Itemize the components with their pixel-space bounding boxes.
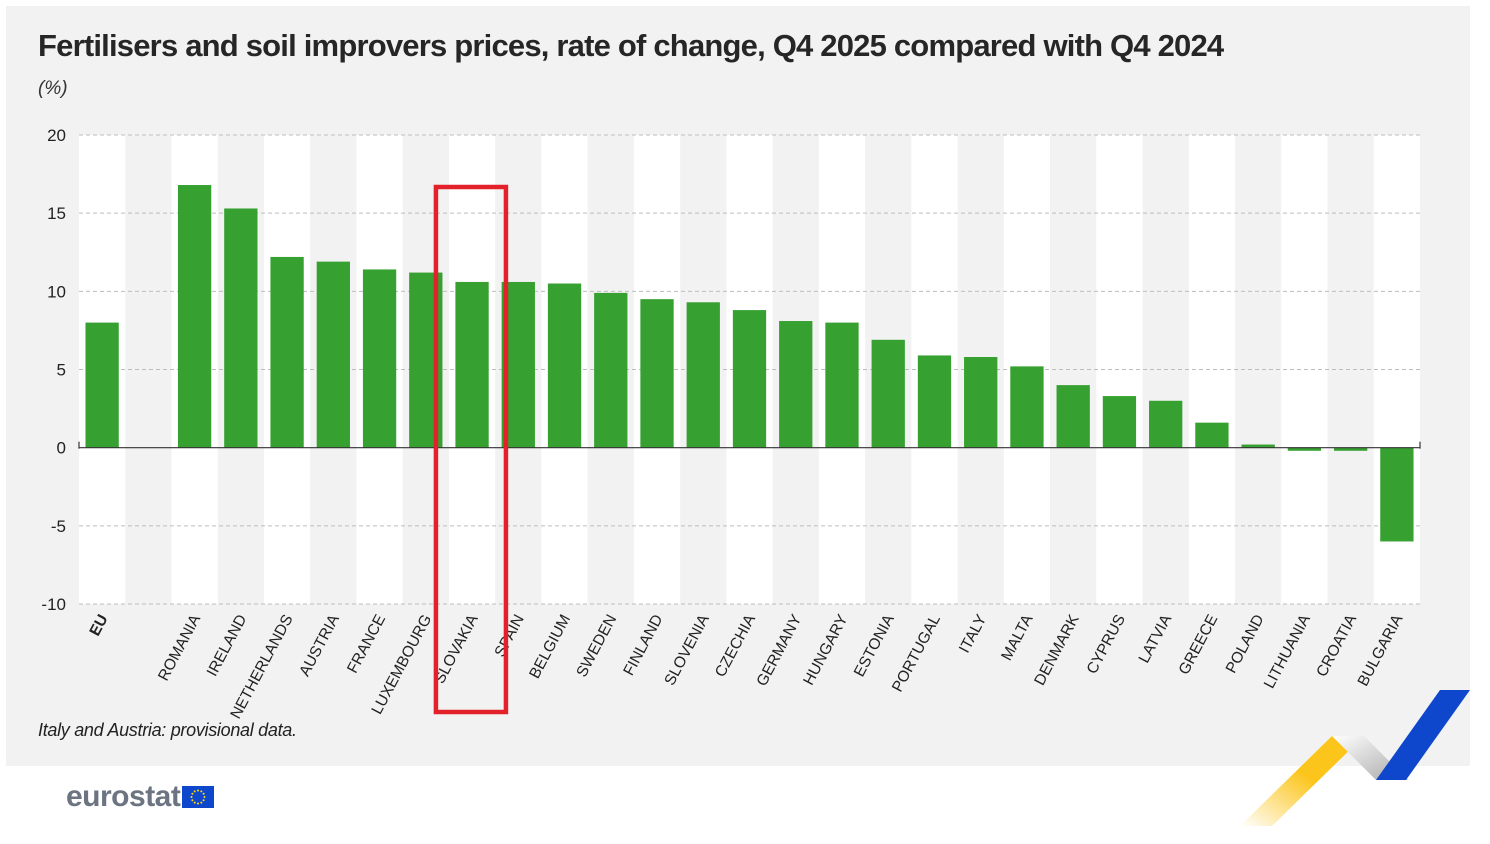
bar bbox=[316, 261, 350, 448]
x-category-label: HUNGARY bbox=[800, 612, 851, 688]
bar bbox=[177, 185, 212, 448]
bar bbox=[270, 256, 304, 448]
bar bbox=[1056, 385, 1090, 448]
x-category-label: CROATIA bbox=[1313, 611, 1360, 679]
x-category-label: ROMANIA bbox=[155, 611, 204, 683]
bar bbox=[686, 302, 720, 448]
bar bbox=[455, 281, 489, 448]
x-category-label: IRELAND bbox=[204, 612, 251, 679]
x-category-label: AUSTRIA bbox=[296, 611, 343, 679]
x-category-label: LITHUANIA bbox=[1261, 611, 1314, 691]
y-tick-label: 5 bbox=[57, 361, 66, 380]
x-category-label: CZECHIA bbox=[712, 611, 759, 680]
y-axis-unit-label: (%) bbox=[38, 78, 68, 99]
highlight-box bbox=[433, 184, 509, 715]
x-category-label: FINLAND bbox=[620, 612, 666, 679]
bar bbox=[1010, 366, 1044, 448]
x-category-label: DENMARK bbox=[1031, 611, 1083, 688]
eurostat-logo: eurostat bbox=[66, 780, 215, 814]
bar bbox=[917, 355, 952, 448]
x-category-label: SLOVAKIA bbox=[431, 611, 482, 686]
bar bbox=[732, 310, 767, 448]
brand-stripes-decoration bbox=[1240, 690, 1470, 826]
bar bbox=[224, 208, 258, 448]
x-category-label: SWEDEN bbox=[573, 612, 620, 680]
blue-stripe bbox=[1376, 690, 1470, 780]
x-category-label: LATVIA bbox=[1136, 611, 1176, 666]
x-category-label: EU bbox=[87, 612, 112, 639]
y-tick-label: -10 bbox=[41, 595, 66, 614]
bar bbox=[1380, 447, 1414, 542]
chart-title: Fertilisers and soil improvers prices, r… bbox=[38, 28, 1224, 63]
footnote: Italy and Austria: provisional data. bbox=[38, 720, 297, 740]
bar bbox=[594, 292, 628, 448]
y-tick-label: 15 bbox=[47, 204, 66, 223]
bar bbox=[362, 269, 397, 448]
bar bbox=[964, 356, 998, 448]
bar bbox=[1333, 447, 1368, 451]
bar bbox=[85, 322, 119, 448]
x-category-label: GERMANY bbox=[753, 612, 805, 689]
x-category-label: PORTUGAL bbox=[889, 612, 944, 695]
x-category-label: BULGARIA bbox=[1355, 611, 1407, 689]
x-category-label: MALTA bbox=[998, 611, 1037, 663]
x-category-label: GREECE bbox=[1176, 612, 1222, 678]
x-category-label: SLOVENIA bbox=[661, 611, 713, 688]
bar bbox=[547, 283, 582, 448]
bar bbox=[1241, 444, 1275, 448]
x-category-label: ITALY bbox=[956, 612, 990, 656]
bar bbox=[1287, 447, 1322, 451]
yellow-stripe bbox=[1240, 736, 1364, 826]
eu-flag-icon bbox=[182, 786, 215, 808]
x-category-label: POLAND bbox=[1223, 612, 1268, 676]
bar bbox=[825, 322, 859, 448]
bar bbox=[1102, 396, 1137, 448]
bar bbox=[1149, 400, 1183, 448]
x-category-label: BELGIUM bbox=[526, 612, 574, 682]
x-category-label: SPAIN bbox=[492, 612, 528, 660]
logo-wordmark: eurostat bbox=[66, 780, 181, 813]
y-tick-label: 10 bbox=[47, 282, 66, 301]
x-category-label: FRANCE bbox=[344, 612, 389, 676]
y-tick-label: -5 bbox=[51, 517, 66, 536]
bar bbox=[640, 299, 674, 448]
y-tick-label: 20 bbox=[47, 126, 66, 145]
x-category-label: CYPRUS bbox=[1084, 612, 1129, 677]
bar bbox=[871, 339, 905, 448]
y-tick-label: 0 bbox=[57, 439, 66, 458]
x-category-label: ESTONIA bbox=[851, 611, 898, 679]
bar bbox=[779, 321, 813, 448]
bar bbox=[1195, 422, 1229, 448]
